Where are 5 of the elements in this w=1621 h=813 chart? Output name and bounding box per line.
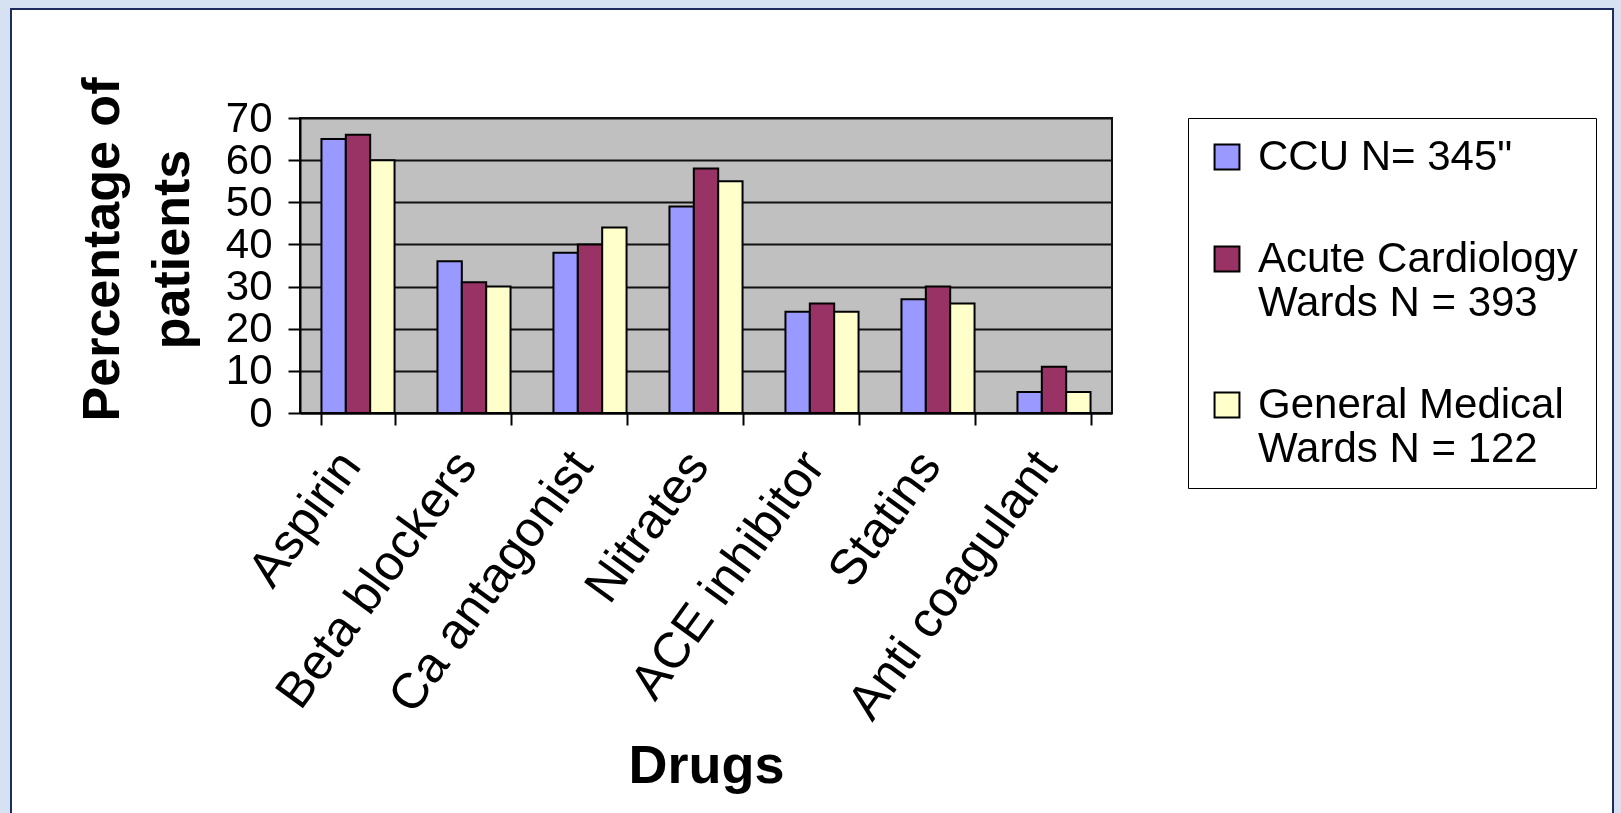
legend-label: General Medical Wards N = 122	[1258, 380, 1564, 471]
legend-label: CCU N= 345"	[1258, 132, 1513, 179]
y-axis-title: Percentage of patients	[71, 76, 200, 422]
x-axis-title: Drugs	[628, 733, 785, 794]
legend-label: Acute Cardiology Wards N = 393	[1258, 234, 1578, 325]
